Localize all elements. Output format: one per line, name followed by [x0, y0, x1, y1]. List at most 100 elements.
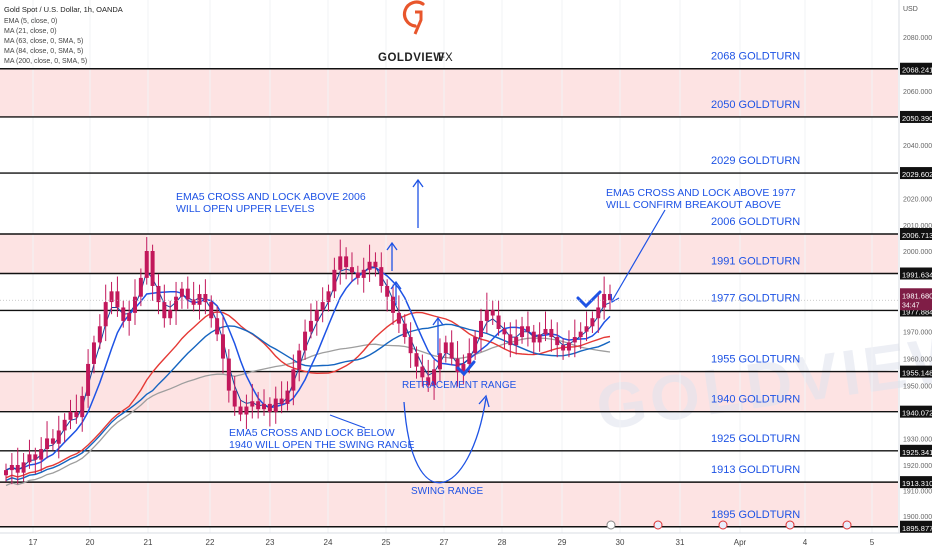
price-tag [900, 267, 932, 280]
candle-body [267, 403, 272, 412]
candle-body [608, 294, 612, 301]
goldturn-label: 2029 GOLDTURN [711, 155, 800, 167]
candle-body [27, 454, 32, 463]
swing-curve [403, 397, 487, 484]
event-flag-icon [785, 520, 795, 530]
candle-body [215, 318, 220, 335]
candle-body [508, 334, 513, 346]
candle-body [226, 358, 231, 391]
candle-body [385, 285, 390, 297]
price-tick: 1950.000 [903, 383, 932, 390]
price-tag-label: 1895.877 [902, 524, 932, 533]
goldturn-labels: 2068 GOLDTURN 2050 GOLDTURN 2029 GOLDTURN 2… [711, 51, 800, 521]
arrow-up-1991-head [390, 280, 402, 290]
zone-band [0, 482, 898, 527]
goldturn-label: 2050 GOLDTURN [711, 99, 800, 111]
current-price-value: 1981.680 [902, 291, 932, 300]
candle-body [332, 269, 337, 292]
price-tick: 2080.000 [903, 35, 932, 42]
candle-body [174, 296, 179, 311]
candle-body [209, 302, 214, 319]
price-tag [900, 62, 932, 75]
candle-body [496, 315, 501, 329]
time-tick: 21 [144, 538, 153, 547]
candle-body [127, 312, 132, 321]
goldturn-label: 1977 GOLDTURN [711, 292, 800, 304]
time-axis: 17 20 21 22 23 24 25 27 28 29 30 31 Apr 4 5 [0, 520, 900, 547]
time-tick: 25 [382, 538, 391, 547]
candle-body [344, 256, 349, 268]
price-tick: 1920.000 [903, 463, 932, 470]
candle-body [39, 449, 44, 460]
price-tag-label: 1913.310 [902, 479, 932, 488]
price-tag-label: 1940.072 [902, 409, 932, 418]
price-tag [900, 365, 932, 378]
indicator-label: MA (200, close, 0, SMA, 5) [4, 58, 87, 65]
goldturn-label: 1895 GOLDTURN [711, 509, 800, 521]
goldturn-label: 2006 GOLDTURN [711, 216, 800, 228]
price-tick: 1930.000 [903, 436, 932, 443]
candle-body [197, 294, 202, 305]
currency-label: USD [903, 6, 918, 13]
candle-body [502, 328, 507, 335]
time-tick: 24 [324, 538, 333, 547]
event-flag-icon [606, 520, 616, 530]
event-flag-icon [653, 520, 663, 530]
candle-body [420, 366, 425, 378]
candle-body [138, 277, 143, 297]
candle-body [97, 326, 102, 343]
time-tick: 30 [616, 538, 625, 547]
check-mark-1977 [576, 290, 602, 309]
watermark-text: GOLDVIEW FX [592, 304, 932, 444]
candle-body [402, 323, 407, 338]
candle-body [56, 430, 61, 444]
candle-body [426, 377, 431, 386]
candle-body [578, 331, 583, 338]
candle-body [349, 267, 354, 273]
candle-body [185, 288, 190, 300]
current-price-countdown: 34:47 [902, 302, 920, 309]
time-tick: 4 [803, 538, 808, 547]
price-tag-label: 2050.390 [902, 114, 932, 123]
candle-body [379, 267, 384, 286]
price-tick: 2010.000 [903, 223, 932, 230]
price-tag-label: 1955.148 [902, 369, 932, 378]
time-tick: 27 [440, 538, 449, 547]
candle-body [432, 369, 437, 386]
candle-body [602, 294, 607, 308]
note-swing-range: 1940 WILL OPEN THE SWING RANGE [229, 439, 415, 451]
price-tag-label: 1977.884 [902, 307, 932, 316]
goldturn-label: 1955 GOLDTURN [711, 354, 800, 366]
note-swing: SWING RANGE [411, 486, 484, 497]
price-tag [900, 476, 932, 489]
arrow-up-2029-head [412, 178, 424, 188]
arrow-1977-pointer [611, 209, 666, 302]
candles [4, 237, 612, 485]
candle-body [232, 390, 237, 407]
candle-body [285, 390, 290, 404]
price-tag-label: 2068.241 [902, 66, 932, 75]
candle-body [478, 320, 483, 338]
candle-body [62, 419, 67, 431]
candle-body [109, 291, 114, 303]
candle-body [150, 251, 155, 286]
candle-body [91, 342, 96, 364]
ma21-line [5, 266, 611, 471]
candle-body [121, 307, 126, 321]
price-tick: 2020.000 [903, 197, 932, 204]
goldturn-label: 1913 GOLDTURN [711, 464, 800, 476]
candle-body [203, 294, 208, 303]
price-axis: 2068.241 2050.390 2029.602 2006.713 1991.634… [0, 0, 932, 533]
logo-brand: GOLDVIEW [378, 52, 445, 64]
candle-body [179, 288, 184, 297]
arrow-1977-pointer-head [610, 293, 620, 303]
event-flag-icon [842, 520, 852, 530]
candle-body [308, 320, 313, 332]
candle-body [514, 337, 519, 346]
candle-body [373, 261, 378, 268]
candle-body [238, 406, 243, 415]
zone-bands [0, 68, 898, 527]
